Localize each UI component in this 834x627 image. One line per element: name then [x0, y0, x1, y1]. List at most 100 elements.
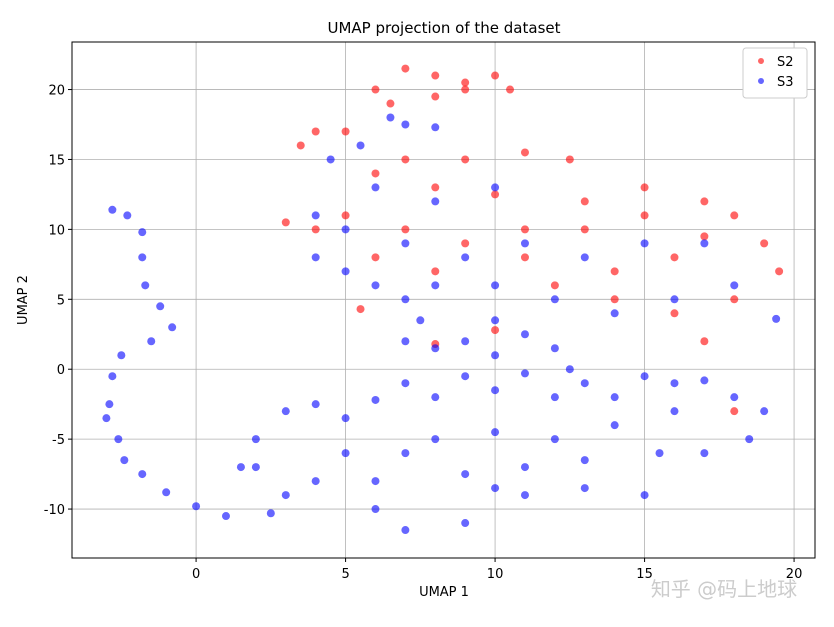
point [371, 281, 380, 290]
point [610, 393, 619, 402]
point [640, 183, 649, 192]
point [461, 372, 470, 381]
point [640, 372, 649, 381]
point [401, 225, 410, 234]
point [114, 435, 123, 444]
point [431, 344, 440, 353]
point [341, 449, 350, 458]
point [311, 211, 320, 220]
point [700, 232, 709, 241]
legend-label: S2 [777, 55, 794, 70]
point [550, 393, 559, 402]
point [730, 393, 739, 402]
point [311, 127, 320, 136]
point [461, 253, 470, 262]
point [491, 326, 500, 335]
point [251, 463, 260, 472]
point [565, 155, 574, 164]
x-tick-label: 10 [487, 567, 504, 582]
point [236, 463, 245, 472]
point [550, 281, 559, 290]
point [371, 169, 380, 178]
point [341, 267, 350, 276]
point [580, 253, 589, 262]
point [491, 316, 500, 325]
point [141, 281, 150, 290]
point [506, 85, 515, 94]
point [341, 225, 350, 234]
legend-marker [758, 78, 764, 84]
point [147, 337, 156, 346]
point [371, 477, 380, 486]
point [431, 435, 440, 444]
point [401, 155, 410, 164]
x-tick-label: 20 [786, 567, 803, 582]
point [431, 393, 440, 402]
point [401, 337, 410, 346]
point [311, 225, 320, 234]
point [491, 281, 500, 290]
point [281, 407, 290, 416]
point [371, 183, 380, 192]
point [120, 456, 129, 465]
y-tick-label: 20 [48, 84, 65, 99]
point [108, 372, 117, 381]
point [610, 267, 619, 276]
point [520, 239, 529, 248]
point [580, 456, 589, 465]
y-tick-label: 15 [48, 153, 65, 168]
point [550, 295, 559, 304]
point [138, 470, 147, 479]
x-tick-label: 15 [636, 567, 653, 582]
point [431, 267, 440, 276]
point [431, 92, 440, 101]
y-axis-label: UMAP 2 [16, 275, 31, 325]
point [745, 435, 754, 444]
point [670, 407, 679, 416]
point [311, 477, 320, 486]
point [461, 78, 470, 87]
point [311, 400, 320, 409]
point [730, 281, 739, 290]
point [760, 407, 769, 416]
point [401, 120, 410, 129]
x-tick-label: 0 [192, 567, 200, 582]
point [580, 379, 589, 388]
point [416, 316, 425, 325]
point [266, 509, 275, 518]
point [610, 309, 619, 318]
point [491, 428, 500, 437]
point [371, 253, 380, 262]
point [341, 211, 350, 220]
point [700, 239, 709, 248]
point [610, 295, 619, 304]
point [580, 225, 589, 234]
point [550, 435, 559, 444]
point [386, 113, 395, 122]
point [520, 369, 529, 378]
plot-frame [71, 41, 816, 559]
point [102, 414, 111, 423]
point [341, 414, 350, 423]
point [138, 228, 147, 237]
point [296, 141, 305, 150]
point [491, 484, 500, 493]
point [670, 309, 679, 318]
y-tick-label: 10 [48, 223, 65, 238]
point [520, 463, 529, 472]
point [580, 484, 589, 493]
point [610, 421, 619, 430]
point [520, 225, 529, 234]
watermark: 知乎 @码上地球 [651, 577, 797, 601]
point [461, 85, 470, 94]
y-tick-label: 0 [57, 363, 65, 378]
point [520, 148, 529, 157]
point [520, 330, 529, 339]
point [281, 218, 290, 227]
point [371, 85, 380, 94]
point [772, 314, 781, 323]
point [311, 253, 320, 262]
point [580, 197, 589, 206]
legend-label: S3 [777, 75, 794, 90]
point [730, 407, 739, 416]
